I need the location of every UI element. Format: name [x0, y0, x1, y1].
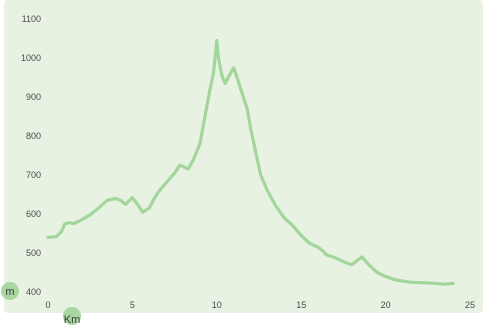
x-axis-ticks: 0 5 10 15 20 25 — [45, 300, 475, 310]
x-axis-label: Km — [64, 314, 81, 325]
y-tick-label: 800 — [26, 131, 41, 141]
series-layer — [46, 38, 455, 286]
x-tick-label: 5 — [130, 300, 135, 310]
y-unit-badge-circle — [1, 282, 19, 300]
x-tick-label: 0 — [45, 300, 50, 310]
x-tick-label: 25 — [465, 300, 475, 310]
y-tick-label: 500 — [26, 248, 41, 258]
plot-background — [4, 0, 483, 313]
y-unit-badge: m — [1, 282, 19, 300]
elevation-line-series-0 — [46, 38, 455, 286]
x-tick-label: 10 — [212, 300, 222, 310]
y-tick-label: 600 — [26, 209, 41, 219]
y-tick-label: 1000 — [21, 53, 41, 63]
y-tick-label: 900 — [26, 92, 41, 102]
y-axis-ticks: 400 500 600 700 800 900 1000 1100 — [21, 14, 41, 297]
x-unit-badge: Km — [63, 307, 81, 325]
y-tick-label: 400 — [26, 287, 41, 297]
y-tick-label: 1100 — [22, 14, 41, 24]
y-axis-label: m — [5, 286, 14, 298]
y-tick-label: 700 — [26, 170, 41, 180]
x-tick-label: 20 — [381, 300, 391, 310]
x-unit-badge-circle — [63, 307, 81, 325]
x-tick-label: 15 — [296, 300, 306, 310]
